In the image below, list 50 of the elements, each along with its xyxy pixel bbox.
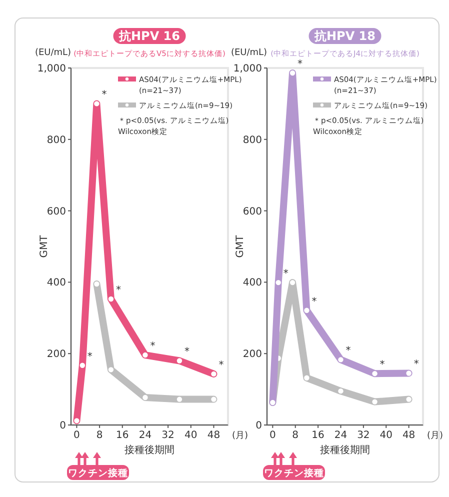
chart-title: 抗HPV 16 <box>118 29 180 43</box>
text: (月) <box>232 431 248 441</box>
text: (月) <box>427 431 444 441</box>
y-axis-title: GMT <box>39 234 50 258</box>
x-axis-title: 接種後期間 <box>124 444 174 456</box>
y-tick-label: 1,000 <box>37 64 66 74</box>
text: (EU/mL) <box>230 48 268 58</box>
annotation: * <box>87 351 92 362</box>
x-tick-label: 24 <box>138 430 152 441</box>
annotation: * <box>298 59 303 70</box>
y-tick-label: 200 <box>242 349 262 360</box>
y-tick-label: 0 <box>256 420 262 432</box>
y-tick-label: 1,000 <box>233 64 262 74</box>
y-tick-label: 400 <box>242 278 262 289</box>
annotation: * <box>312 296 317 308</box>
x-tick-label: 0 <box>269 430 276 441</box>
y-axis-title: GMT <box>235 234 246 258</box>
y-tick-label: 400 <box>46 278 66 289</box>
text: ワクチン接種 <box>264 467 324 479</box>
chart-title: 抗HPV 18 <box>313 29 376 43</box>
text: ワクチン接種 <box>68 467 128 479</box>
x-tick-label: 48 <box>207 430 220 441</box>
annotation: * <box>150 341 156 352</box>
x-tick-label: 32 <box>357 430 370 441</box>
annotation: * <box>116 284 121 296</box>
x-tick-label: 48 <box>402 430 416 441</box>
y-tick-label: 600 <box>46 206 66 218</box>
y-tick-label: 800 <box>46 134 66 146</box>
annotation: * <box>184 346 190 358</box>
annotation: * <box>102 90 107 101</box>
x-tick-label: 40 <box>184 430 198 441</box>
x-tick-label: 24 <box>334 430 348 441</box>
x-tick-label: 16 <box>116 430 129 441</box>
text: (EU/mL) <box>34 48 72 58</box>
x-tick-label: 8 <box>96 430 103 441</box>
x-tick-label: 16 <box>312 430 324 441</box>
annotation: * <box>346 346 351 357</box>
annotation: * <box>218 360 224 371</box>
x-tick-label: 0 <box>74 430 80 441</box>
y-tick-label: 200 <box>46 349 66 360</box>
y-tick-label: 800 <box>242 134 262 146</box>
annotation: * <box>283 268 288 280</box>
x-tick-label: 40 <box>380 430 392 441</box>
y-tick-label: 600 <box>242 206 262 218</box>
x-tick-label: 32 <box>162 430 174 441</box>
x-tick-label: 8 <box>292 430 299 441</box>
x-axis-title: 接種後期間 <box>320 444 370 456</box>
annotation: * <box>380 360 385 371</box>
annotation: * <box>414 359 419 370</box>
y-tick-label: 0 <box>60 420 66 432</box>
